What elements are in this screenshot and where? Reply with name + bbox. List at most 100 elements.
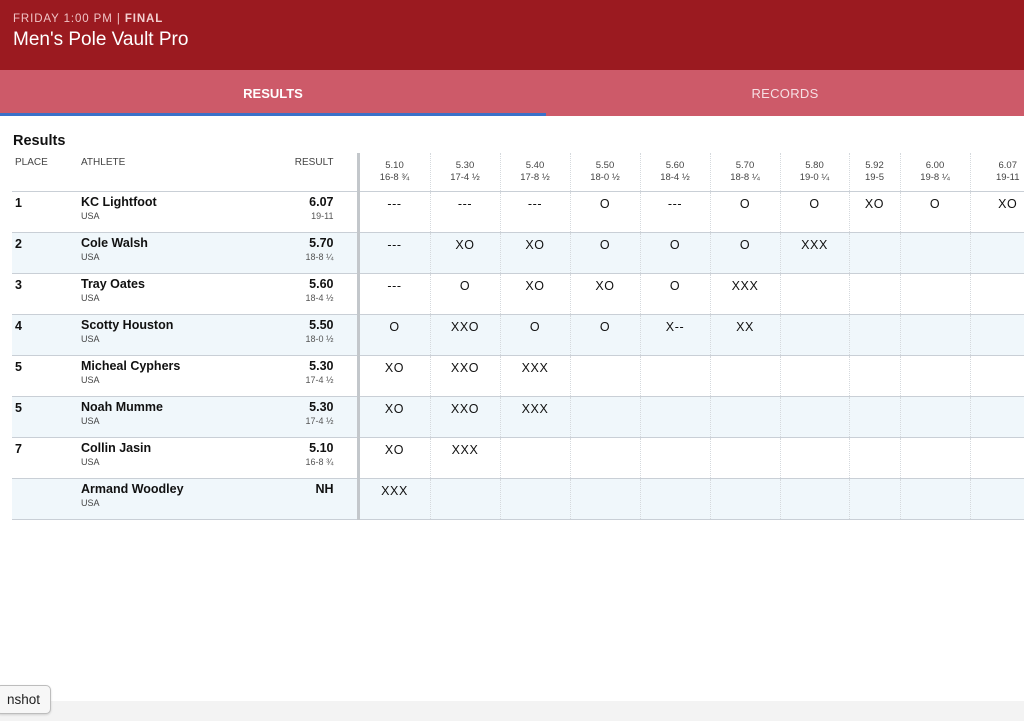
athlete-name: Cole Walsh xyxy=(81,236,148,250)
attempt-cell xyxy=(779,437,849,479)
height-metric: 5.80 xyxy=(805,160,824,171)
column-header-result: RESULT xyxy=(230,153,358,192)
table-row: 7 Collin Jasin USA 5.10 16-8 ¾ XO XXX xyxy=(12,437,1024,479)
place-cell: 2 xyxy=(12,232,80,274)
athlete-name: Tray Oates xyxy=(81,277,145,291)
place-cell xyxy=(12,478,80,520)
attempt-cell: O xyxy=(569,232,640,274)
place-cell: 5 xyxy=(12,396,80,438)
screenshot-button[interactable]: nshot xyxy=(0,685,52,714)
attempt-cell xyxy=(639,437,710,479)
athlete-name: Scotty Houston xyxy=(81,318,174,332)
attempt-cell: O xyxy=(429,273,500,315)
attempt-cell: --- xyxy=(499,191,570,233)
result-mark: 6.07 xyxy=(309,195,334,209)
attempt-cell: O xyxy=(779,191,849,233)
athlete-country: USA xyxy=(81,498,100,508)
table-row: 1 KC Lightfoot USA 6.07 19-11 --- --- --- O --- O O… xyxy=(12,191,1024,233)
athlete-country: USA xyxy=(81,334,100,344)
attempt-cell xyxy=(848,396,900,438)
attempt-cell: XXX xyxy=(499,355,570,397)
height-imperial: 19-0 ¼ xyxy=(799,172,830,183)
attempt-cell: --- xyxy=(356,273,430,315)
tab-records[interactable]: RECORDS xyxy=(751,85,819,101)
result-imperial: 18-4 ½ xyxy=(305,293,334,303)
attempt-cell: --- xyxy=(356,191,430,233)
result-mark: 5.10 xyxy=(309,441,334,455)
event-status: FINAL xyxy=(124,13,164,25)
result-cell: NH xyxy=(230,478,358,520)
attempt-cell xyxy=(639,478,710,520)
height-header: 5.60 18-4 ½ xyxy=(639,153,710,192)
height-header: 5.80 19-0 ¼ xyxy=(779,153,849,192)
athlete-country: USA xyxy=(81,211,100,221)
athlete-name: Micheal Cyphers xyxy=(81,359,181,373)
result-cell: 6.07 19-11 xyxy=(230,191,358,233)
place-cell: 7 xyxy=(12,437,80,479)
attempt-cell xyxy=(969,478,1024,520)
attempt-cell: O xyxy=(569,314,640,356)
column-header-place: PLACE xyxy=(12,153,80,192)
height-metric: 6.00 xyxy=(925,160,945,171)
attempt-cell: XO xyxy=(356,437,430,479)
height-imperial: 18-4 ½ xyxy=(660,172,690,183)
attempt-cell xyxy=(848,478,900,520)
attempt-cell xyxy=(709,478,780,520)
height-header: 5.30 17-4 ½ xyxy=(429,153,500,192)
attempt-cell: XXX xyxy=(429,437,500,479)
height-metric: 5.50 xyxy=(595,160,615,171)
attempt-cell xyxy=(899,478,970,520)
athlete-cell: Micheal Cyphers USA xyxy=(80,355,230,397)
height-imperial: 18-0 ½ xyxy=(590,172,620,183)
table-row: 5 Noah Mumme USA 5.30 17-4 ½ XO XXO XXX xyxy=(12,396,1024,438)
height-metric: 5.30 xyxy=(455,160,475,171)
height-metric: 5.60 xyxy=(665,160,685,171)
athlete-name: Armand Woodley xyxy=(81,482,184,496)
attempt-cell xyxy=(779,314,849,356)
height-imperial: 17-4 ½ xyxy=(450,172,480,183)
athlete-cell: Scotty Houston USA xyxy=(80,314,230,356)
athlete-cell: KC Lightfoot USA xyxy=(80,191,230,233)
table-row: Armand Woodley USA NH XXX xyxy=(12,478,1024,520)
height-header: 5.92 19-5 xyxy=(848,153,900,192)
attempt-cell: XO xyxy=(499,232,570,274)
attempt-cell: O xyxy=(499,314,570,356)
attempt-cell: O xyxy=(639,232,710,274)
meta-separator: | xyxy=(112,13,125,25)
height-metric: 5.10 xyxy=(385,160,404,171)
attempt-cell xyxy=(709,437,780,479)
attempt-cell xyxy=(969,273,1024,315)
attempt-cell: XXO xyxy=(429,355,500,397)
result-mark: 5.70 xyxy=(309,236,334,250)
attempt-cell xyxy=(848,232,900,274)
athlete-name: KC Lightfoot xyxy=(81,195,157,209)
height-imperial: 19-5 xyxy=(864,172,884,183)
height-metric: 5.92 xyxy=(865,160,884,171)
athlete-name: Collin Jasin xyxy=(81,441,152,455)
tab-results[interactable]: RESULTS xyxy=(243,85,303,101)
attempt-cell xyxy=(899,396,970,438)
athlete-cell: Tray Oates USA xyxy=(80,273,230,315)
attempt-cell: O xyxy=(899,191,970,233)
bottom-bar xyxy=(0,701,1024,721)
place-cell: 4 xyxy=(12,314,80,356)
attempt-cell: XXX xyxy=(709,273,780,315)
event-time: FRIDAY 1:00 PM xyxy=(13,13,113,25)
height-metric: 5.40 xyxy=(525,160,545,171)
attempt-cell xyxy=(969,396,1024,438)
attempt-cell xyxy=(899,355,970,397)
attempt-cell xyxy=(848,314,900,356)
result-cell: 5.60 18-4 ½ xyxy=(230,273,358,315)
attempt-cell: O xyxy=(709,232,780,274)
attempt-cell: --- xyxy=(429,191,500,233)
attempt-cell: --- xyxy=(356,232,430,274)
attempt-cell xyxy=(499,478,570,520)
result-imperial: 16-8 ¾ xyxy=(305,457,334,467)
height-imperial: 19-8 ¼ xyxy=(920,172,950,183)
result-imperial: 17-4 ½ xyxy=(305,416,334,426)
result-imperial: 19-11 xyxy=(311,211,334,221)
attempt-cell xyxy=(569,396,640,438)
attempt-cell xyxy=(779,478,849,520)
attempt-cell: XXO xyxy=(429,396,500,438)
event-meta: FRIDAY 1:00 PM | FINAL xyxy=(13,13,163,25)
